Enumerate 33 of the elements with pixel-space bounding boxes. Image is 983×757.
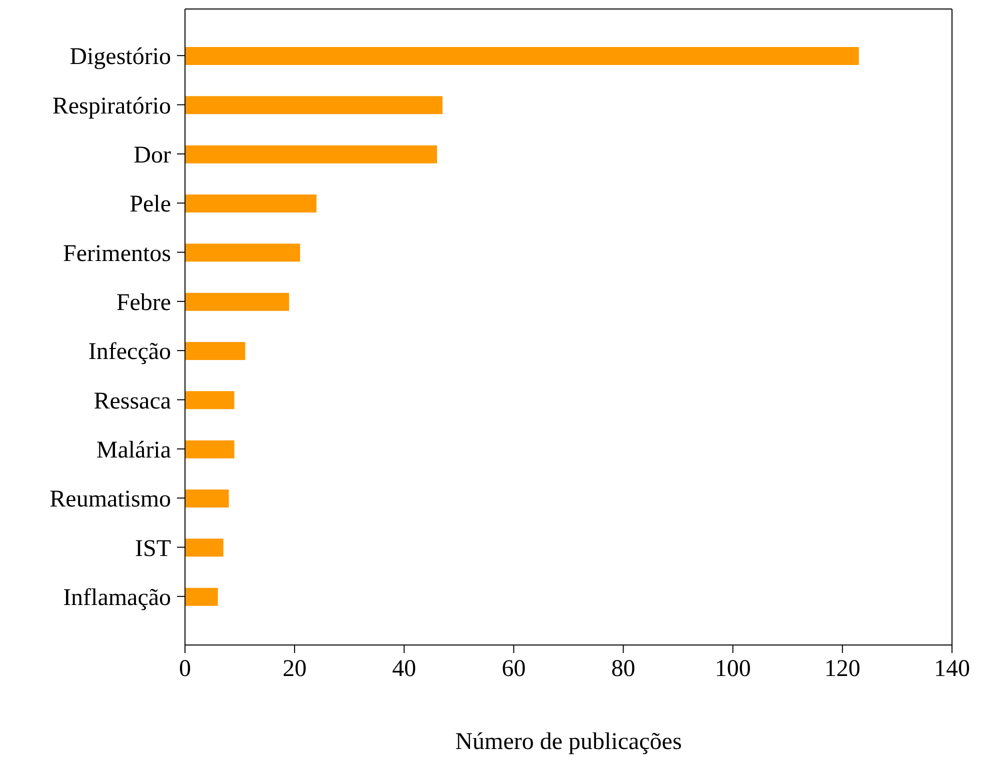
bar	[185, 538, 224, 557]
x-tick-label: 100	[714, 656, 751, 682]
y-tick-label: IST	[135, 536, 172, 562]
y-tick-label: Respiratório	[52, 93, 171, 120]
x-tick-label: 40	[392, 656, 416, 682]
y-tick-label: Dor	[134, 142, 172, 168]
y-tick-label: Pele	[130, 192, 171, 218]
bar	[185, 145, 438, 164]
y-tick-label: Malária	[96, 437, 172, 464]
bar	[185, 391, 234, 410]
bar	[185, 342, 246, 360]
y-tick-label: Digestório	[70, 44, 171, 70]
x-tick-label: 20	[282, 656, 307, 682]
bar	[185, 440, 234, 458]
bar	[185, 194, 316, 212]
x-tick-label: 60	[502, 656, 526, 682]
x-tick-label: 140	[934, 656, 970, 682]
y-tick-label: Febre	[116, 290, 171, 316]
bar	[185, 244, 300, 262]
x-tick-label: 0	[179, 656, 191, 682]
bar	[185, 292, 290, 311]
bar	[185, 96, 442, 114]
bar	[185, 47, 859, 65]
y-tick-label: Reumatismo	[50, 486, 171, 513]
bar	[185, 588, 218, 606]
y-tick-label: Infecção	[88, 339, 171, 366]
x-tick-label: 80	[611, 656, 636, 682]
y-tick-label: Inflamação	[63, 584, 171, 611]
x-tick-label: 120	[824, 656, 860, 682]
bar	[185, 490, 229, 508]
y-tick-label: Ressaca	[94, 388, 172, 414]
y-tick-label: Ferimentos	[63, 240, 171, 267]
x-axis-title: Número de publicações	[455, 729, 682, 755]
